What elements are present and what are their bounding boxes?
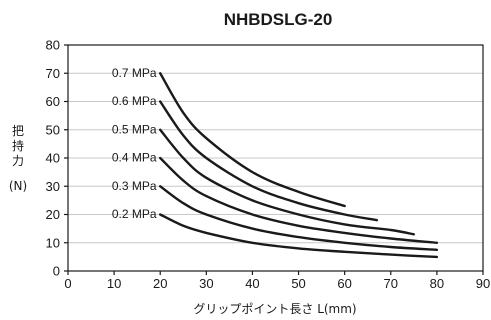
series-label-03-mpa: 0.3 MPa xyxy=(112,179,157,193)
x-axis-title: グリップポイント長さ L(mm) xyxy=(193,302,356,316)
series-curves xyxy=(159,72,439,259)
series-label-05-mpa: 0.5 MPa xyxy=(112,122,157,136)
y-tick-label-10: 10 xyxy=(46,235,60,250)
y-tick-label-70: 70 xyxy=(46,66,60,81)
y-axis-title-char-2: 持 xyxy=(12,138,24,153)
gridlines xyxy=(68,72,483,244)
x-tick-label-0: 0 xyxy=(64,276,71,291)
y-tick-label-50: 50 xyxy=(46,122,60,137)
y-axis-title: 把 持 力 (N) xyxy=(9,124,27,193)
x-tick-label-50: 50 xyxy=(291,276,305,291)
y-tick-label-20: 20 xyxy=(46,207,60,222)
y-axis-title-char-3: 力 xyxy=(12,154,24,168)
x-tick-label-40: 40 xyxy=(245,276,259,291)
y-tick-label-0: 0 xyxy=(53,264,60,279)
chart-title: NHBDSLG-20 xyxy=(224,10,333,29)
series-label-07-mpa: 0.7 MPa xyxy=(112,66,157,80)
series-line-04-mpa xyxy=(159,156,439,244)
series-label-06-mpa: 0.6 MPa xyxy=(112,94,157,108)
series-label-02-mpa: 0.2 MPa xyxy=(112,207,157,221)
y-tick-label-30: 30 xyxy=(46,179,60,194)
x-tick-label-90: 90 xyxy=(476,276,490,291)
x-tick-label-10: 10 xyxy=(107,276,121,291)
x-tick-label-80: 80 xyxy=(430,276,444,291)
y-tick-label-80: 80 xyxy=(46,38,60,53)
y-axis-title-char-1: 把 xyxy=(12,124,24,138)
x-tick-label-20: 20 xyxy=(153,276,167,291)
series-line-02-mpa xyxy=(159,213,439,259)
y-tick-label-60: 60 xyxy=(46,94,60,109)
series-line-05-mpa xyxy=(159,128,415,236)
series-labels: 0.7 MPa 0.6 MPa 0.5 MPa 0.4 MPa 0.3 MPa 0.2 M… xyxy=(112,66,157,221)
series-line-07-mpa xyxy=(159,72,346,208)
y-axis-unit: (N) xyxy=(9,179,27,193)
x-tick-label-60: 60 xyxy=(337,276,351,291)
plot-frame xyxy=(64,44,484,275)
x-tick-label-70: 70 xyxy=(384,276,398,291)
series-label-04-mpa: 0.4 MPa xyxy=(112,151,157,165)
y-axis-tick-labels: 0 10 20 30 40 50 60 70 80 xyxy=(46,38,60,279)
x-axis-tick-labels: 0 10 20 30 40 50 60 70 80 90 xyxy=(64,276,490,291)
series-line-06-mpa xyxy=(159,100,379,222)
y-tick-label-40: 40 xyxy=(46,151,60,166)
series-line-03-mpa xyxy=(159,185,439,251)
x-tick-label-30: 30 xyxy=(199,276,213,291)
